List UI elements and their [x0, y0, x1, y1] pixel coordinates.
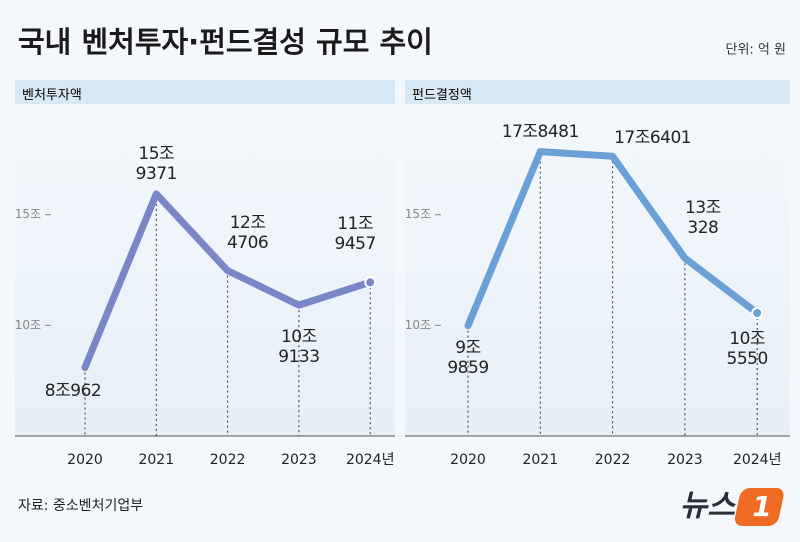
y-tick-label: 15조: [15, 207, 41, 221]
value-label: 12조 4706: [226, 212, 269, 253]
x-tick-label: 2021: [522, 452, 558, 468]
value-label: 13조 328: [685, 198, 721, 239]
value-label: 15조 9371: [135, 143, 178, 184]
x-tick-label: 2023: [281, 452, 317, 468]
line: [464, 148, 761, 330]
logo-mark: 1: [752, 490, 771, 523]
panel-header: [15, 80, 395, 104]
value-label: 11조 9457: [334, 214, 377, 255]
panel-bg: [405, 104, 790, 436]
logo-box: [734, 488, 784, 526]
x-tick-label: 2024년: [733, 452, 782, 468]
value-label: 9조 9859: [447, 337, 489, 378]
panel-title: 펀드결정액: [412, 88, 472, 103]
x-tick-label: 2020: [450, 452, 486, 468]
x-tick-label: 2022: [210, 452, 246, 468]
end-marker: [364, 276, 377, 289]
value-label: 8조962: [44, 381, 102, 402]
x-tick-label: 2020: [67, 452, 103, 468]
y-tick-label: 10조: [15, 318, 41, 332]
line: [81, 190, 374, 371]
x-tick-label: 2021: [138, 452, 174, 468]
value-label: 10조 5550: [726, 329, 769, 370]
panel-header: [405, 80, 790, 104]
unit: 단위: 억 원: [726, 43, 787, 58]
title: 국내 벤처투자·펀드결성 규모 추이: [18, 25, 433, 59]
source: 자료: 중소벤처기업부: [18, 498, 143, 514]
x-tick-label: 2022: [595, 452, 631, 468]
value-label: 17조6401: [614, 128, 692, 149]
panel-title: 벤처투자액: [22, 88, 82, 103]
end-marker: [751, 307, 764, 320]
panel-bg: [15, 104, 395, 436]
value-label: 10조 9133: [278, 327, 320, 368]
y-tick-label: 10조: [405, 318, 431, 332]
x-tick-label: 2024년: [346, 452, 395, 468]
x-tick-label: 2023: [667, 452, 703, 468]
y-tick-label: 15조: [405, 207, 431, 221]
logo-text: 뉴스: [680, 489, 737, 524]
value-label: 17조8481: [501, 121, 580, 142]
